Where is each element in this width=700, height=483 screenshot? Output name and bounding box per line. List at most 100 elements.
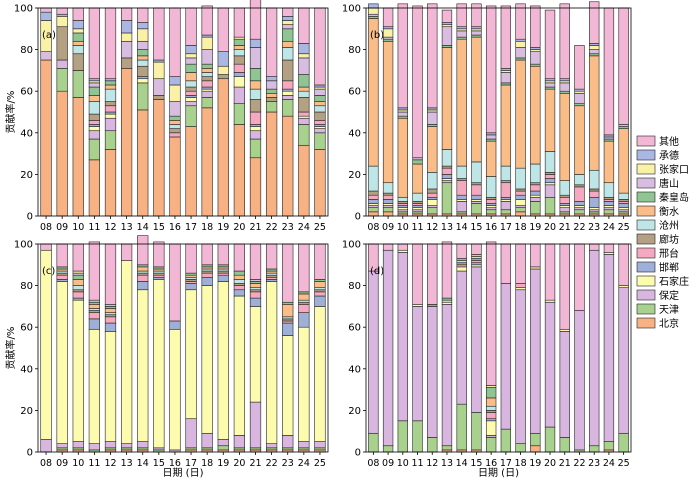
- legend-label: 保定: [659, 289, 679, 302]
- bar-segment: [201, 34, 213, 38]
- bar-segment: [265, 279, 278, 282]
- bar-segment: [559, 203, 570, 206]
- bar-segment: [314, 95, 326, 102]
- bar-segment: [485, 420, 497, 436]
- y-tick-label: 40: [20, 364, 33, 375]
- bar-segment: [72, 28, 84, 34]
- bar-segment: [441, 301, 453, 305]
- bar-segment: [104, 88, 117, 102]
- bar-segment: [120, 243, 133, 261]
- bar-segment: [427, 126, 438, 173]
- y-tick-label: 100: [342, 4, 361, 15]
- bar-segment: [515, 57, 526, 61]
- bar-segment: [382, 243, 394, 251]
- bar-segment: [201, 72, 213, 77]
- y-tick-label: 20: [348, 170, 361, 181]
- bar-segment: [201, 266, 213, 270]
- legend-label: 廊坊: [659, 233, 679, 246]
- bar-segment: [368, 13, 379, 17]
- bar-segment: [544, 172, 556, 175]
- bar-segment: [427, 306, 438, 438]
- bar-segment: [169, 120, 181, 125]
- legend-swatch: [636, 219, 656, 231]
- bar-segment: [169, 320, 181, 330]
- bar-segment: [185, 281, 197, 284]
- bar-segment: [72, 97, 84, 217]
- bar-segment: [137, 274, 149, 282]
- bar-segment: [265, 88, 278, 94]
- bar-segment: [265, 101, 278, 113]
- bar-segment: [618, 201, 629, 204]
- bar-segment: [282, 435, 294, 449]
- bar-segment: [233, 103, 246, 125]
- bar-segment: [72, 447, 84, 451]
- bar-segment: [233, 7, 246, 38]
- legend-swatch: [636, 247, 656, 259]
- bar-segment: [104, 308, 117, 313]
- bar-segment: [56, 16, 68, 28]
- bar-segment: [530, 49, 541, 52]
- bar-segment: [314, 287, 326, 291]
- x-tick-label: 20: [544, 222, 556, 233]
- bar-segment: [382, 199, 394, 204]
- y-tick-label: 0: [355, 448, 361, 459]
- bar-segment: [298, 312, 310, 328]
- bar-segment: [574, 184, 585, 188]
- bar-segment: [603, 205, 615, 208]
- bar-segment: [427, 205, 438, 208]
- y-tick-label: 40: [348, 128, 361, 139]
- bar-segment: [265, 274, 278, 278]
- bar-segment: [40, 7, 52, 13]
- bar-segment: [530, 182, 541, 186]
- bar-segment: [314, 291, 326, 297]
- bar-segment: [249, 283, 262, 288]
- bar-segment: [282, 88, 294, 92]
- x-tick-label: 16: [169, 222, 181, 233]
- bar-segment: [314, 149, 326, 217]
- bar-segment: [500, 84, 512, 167]
- bar-segment: [72, 40, 84, 46]
- bar-segment: [153, 59, 165, 63]
- legend-label: 北京: [659, 317, 679, 330]
- bar-segment: [515, 3, 526, 40]
- bar-segment: [137, 7, 149, 23]
- bar-segment: [618, 199, 629, 202]
- bar-segment: [233, 435, 246, 449]
- bar-segment: [589, 53, 600, 57]
- bar-segment: [456, 194, 467, 200]
- x-tick-label: 25: [314, 458, 326, 469]
- bar-segment: [217, 266, 229, 270]
- bar-segment: [589, 45, 600, 50]
- x-tick-label: 22: [266, 222, 278, 233]
- bar-segment: [471, 260, 482, 264]
- bar-segment: [500, 201, 512, 211]
- bar-segment: [56, 268, 68, 272]
- x-tick-label: 18: [201, 222, 213, 233]
- bar-segment: [56, 443, 68, 449]
- bar-segment: [397, 211, 408, 215]
- bar-segment: [314, 126, 326, 129]
- bar-segment: [471, 203, 482, 215]
- bar-segment: [618, 432, 629, 453]
- bar-segment: [589, 249, 600, 447]
- bar-segment: [56, 90, 68, 217]
- bar-segment: [88, 310, 100, 313]
- bar-segment: [441, 297, 453, 301]
- bar-segment: [153, 7, 165, 61]
- bar-segment: [589, 49, 600, 55]
- bar-segment: [603, 243, 615, 253]
- bar-segment: [427, 124, 438, 127]
- bar-segment: [412, 306, 423, 422]
- bar-segment: [282, 24, 294, 30]
- bar-segment: [72, 32, 84, 42]
- legend-swatch: [636, 177, 656, 189]
- bar-segment: [185, 86, 197, 92]
- bar-segment: [169, 132, 181, 138]
- bar-segment: [544, 86, 556, 90]
- bar-segment: [544, 82, 556, 88]
- bar-segment: [397, 111, 408, 117]
- bar-segment: [185, 90, 197, 96]
- bar-segment: [298, 74, 310, 88]
- bar-segment: [88, 328, 100, 444]
- bar-segment: [88, 86, 100, 96]
